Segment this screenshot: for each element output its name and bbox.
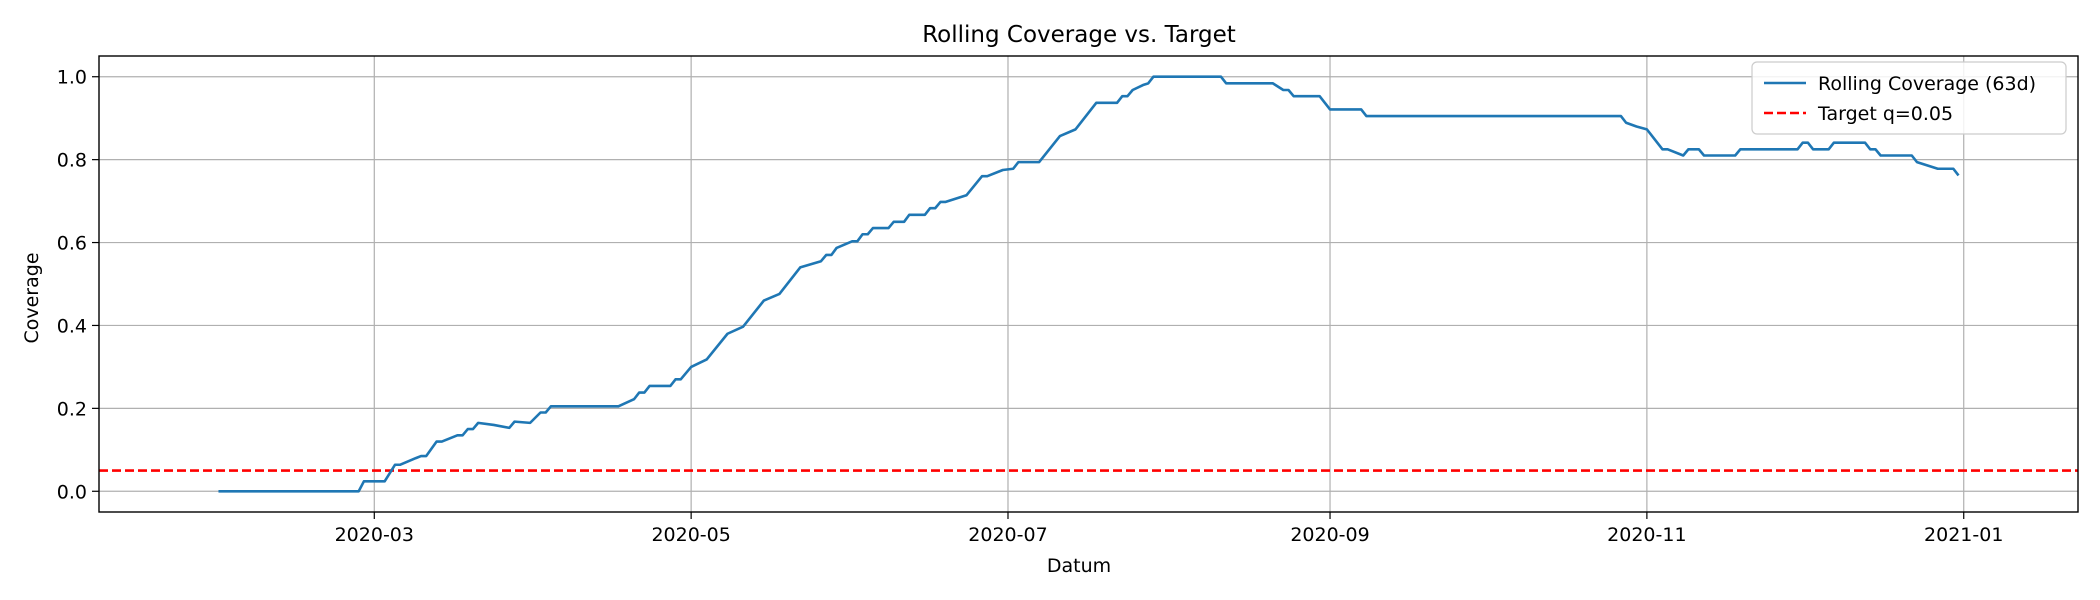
series-group xyxy=(218,75,1960,493)
chart-title: Rolling Coverage vs. Target xyxy=(922,22,1236,48)
x-tick-label: 2021-01 xyxy=(1924,524,2003,546)
x-axis-ticks: 2020-03 2020-05 2020-07 2020-09 2020-11 2021-… xyxy=(335,512,2003,546)
legend-label-target: Target q=0.05 xyxy=(1817,103,1953,125)
x-tick-label: 2020-07 xyxy=(968,524,1047,546)
plot-frame xyxy=(98,55,2079,513)
x-axis-label: Datum xyxy=(1047,555,1111,577)
y-axis-label: Coverage xyxy=(21,252,43,343)
coverage-line xyxy=(218,75,1960,493)
y-tick-label: 0.8 xyxy=(57,150,87,172)
legend: Rolling Coverage (63d) Target q=0.05 xyxy=(1751,61,2067,135)
x-tick-label: 2020-11 xyxy=(1607,524,1686,546)
x-tick-label: 2020-05 xyxy=(651,524,730,546)
y-tick-label: 0.6 xyxy=(57,233,87,255)
x-tick-label: 2020-09 xyxy=(1290,524,1369,546)
y-tick-label: 0.4 xyxy=(57,315,87,337)
y-tick-label: 0.0 xyxy=(57,481,87,503)
y-tick-label: 1.0 xyxy=(57,67,87,89)
x-tick-label: 2020-03 xyxy=(335,524,414,546)
y-axis-ticks: 0.0 0.2 0.4 0.6 0.8 1.0 xyxy=(57,67,99,503)
legend-box xyxy=(1751,61,2067,135)
legend-label-coverage: Rolling Coverage (63d) xyxy=(1818,73,2036,95)
y-tick-label: 0.2 xyxy=(57,398,87,420)
